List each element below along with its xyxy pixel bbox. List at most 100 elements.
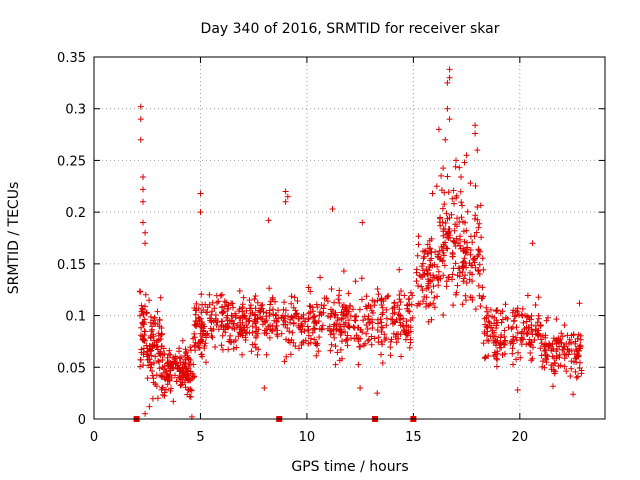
data-point [155,337,162,343]
data-point [204,330,211,337]
data-point [445,230,452,236]
data-point [427,246,434,252]
data-point [246,297,253,304]
data-point [159,384,166,391]
data-point [451,200,457,207]
data-point [492,333,499,340]
data-point [332,343,339,350]
data-point [333,326,340,333]
data-point [172,372,178,379]
data-point [429,262,436,269]
data-point [140,186,146,193]
data-point [369,297,376,304]
data-point [176,345,183,352]
data-point [206,291,213,298]
data-point [298,329,305,336]
data-point [518,341,525,348]
data-point [307,335,314,342]
data-point [449,249,456,256]
data-point [198,309,205,316]
data-point [487,333,494,340]
data-point [551,370,558,377]
data-point [365,302,372,309]
data-point [313,342,320,349]
data-point [403,318,410,325]
data-point [219,332,226,339]
data-point [355,336,362,343]
data-point [177,374,183,380]
data-point [467,251,474,258]
data-point [441,189,448,196]
data-point [481,330,488,337]
data-point [166,377,173,384]
data-point [213,292,220,299]
data-point [550,367,557,374]
data-point [375,320,381,327]
data-point [239,301,246,308]
data-point [383,306,390,313]
data-point [497,310,504,317]
data-point [378,302,385,308]
data-point [391,299,398,306]
data-point [192,318,199,324]
data-point [561,363,568,370]
data-point [425,280,432,287]
data-point [512,312,519,319]
data-point [282,188,289,195]
data-point [467,233,474,240]
data-point [141,332,148,338]
data-point [532,302,539,308]
data-point [491,329,498,336]
data-point [485,337,492,344]
data-point [266,334,273,341]
data-point [513,324,520,331]
data-point [178,354,184,361]
data-point [443,210,450,217]
data-point [561,343,568,350]
data-point [538,352,545,359]
data-point [178,381,185,388]
data-point [566,348,573,355]
data-point [259,305,266,312]
data-point [316,334,323,341]
data-point [457,233,464,240]
data-point [568,339,575,346]
data-point [281,299,288,306]
data-point [457,188,464,195]
data-point [230,304,236,311]
data-point [318,302,325,309]
data-point [269,306,276,313]
data-point [494,356,501,363]
data-point [358,275,365,282]
data-point [438,172,445,179]
data-point [555,338,562,345]
data-point [359,219,366,226]
data-point [469,271,476,278]
data-point [444,173,451,180]
data-point [143,310,150,317]
data-point [156,316,163,323]
data-point [247,302,254,309]
data-point [363,293,370,300]
data-point [469,278,476,285]
data-point [443,283,450,290]
data-point [254,351,261,358]
data-point [328,286,335,292]
data-point [423,294,430,301]
data-point [215,298,222,305]
data-point [344,332,351,339]
data-point [493,342,499,349]
data-point [427,301,434,308]
chart-title: Day 340 of 2016, SRMTID for receiver ska… [201,21,500,37]
data-point [232,310,239,317]
data-point [514,329,521,336]
data-point [362,340,369,347]
data-point [332,361,339,368]
data-point [497,334,504,341]
data-point [258,305,265,312]
data-point [167,351,174,358]
data-point [183,348,190,355]
data-point [378,297,385,304]
data-point [283,336,289,343]
data-point [232,314,239,321]
